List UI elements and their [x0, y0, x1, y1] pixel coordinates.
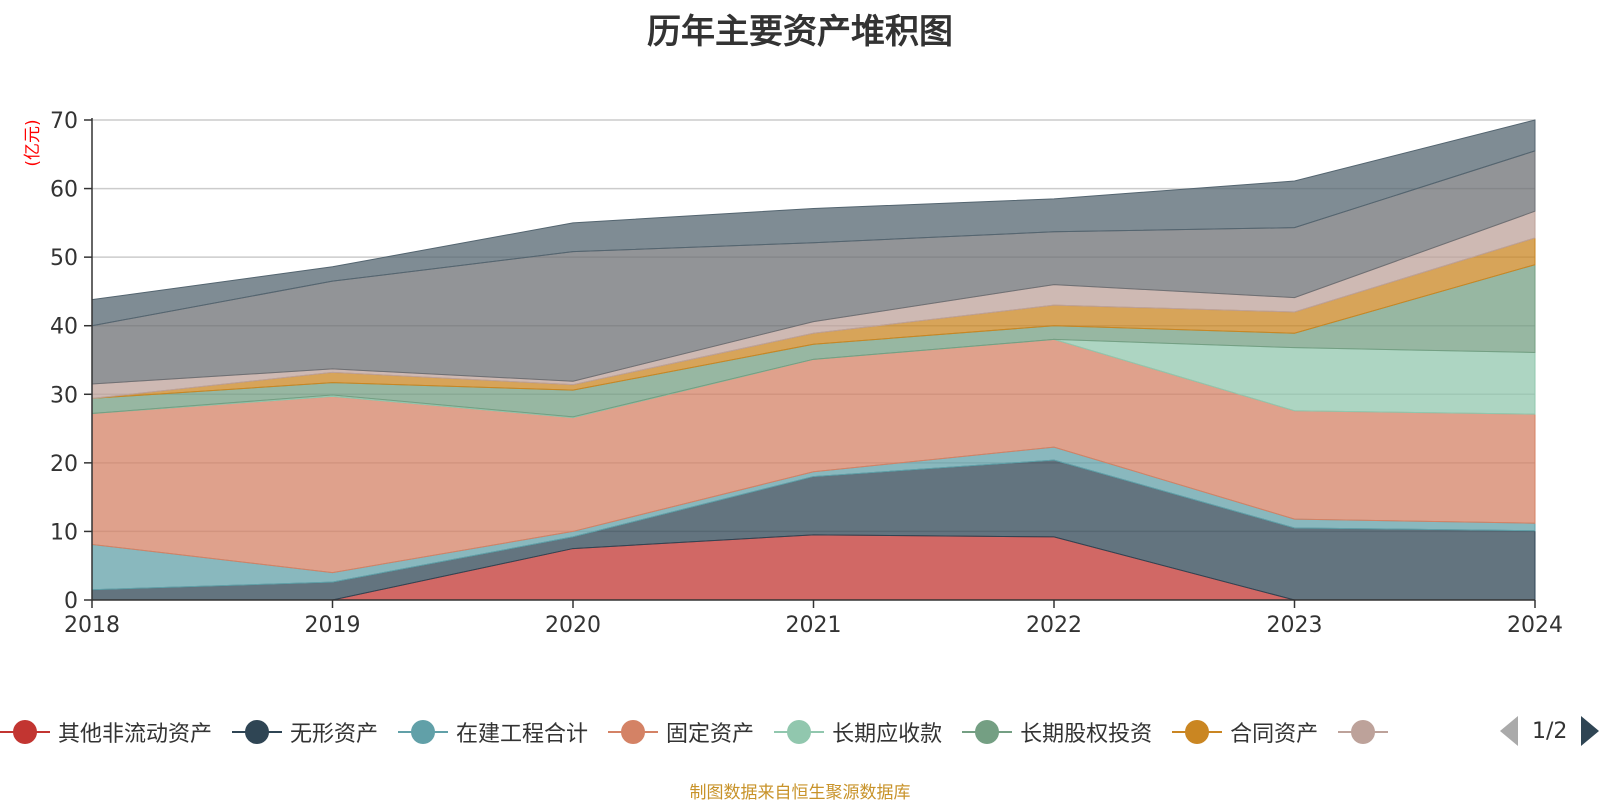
legend-item[interactable]: 无形资产: [232, 716, 378, 748]
area-series-layer: [91, 119, 1536, 601]
legend-item[interactable]: 固定资产: [608, 716, 754, 748]
legend-label: 长期股权投资: [1020, 722, 1153, 747]
legend-marker-icon: [1172, 720, 1223, 744]
legend-item[interactable]: [1338, 720, 1396, 744]
y-tick-label: 60: [50, 178, 78, 203]
legend-label: 固定资产: [666, 722, 755, 747]
legend-marker-icon: [0, 720, 50, 744]
legend-next-page-icon[interactable]: [1581, 716, 1600, 746]
legend-item[interactable]: 长期股权投资: [962, 716, 1152, 748]
legend-pager: 1/2: [1500, 716, 1600, 746]
x-tick-label: 2024: [1507, 613, 1563, 638]
legend-marker-icon: [1338, 720, 1389, 744]
legend-item[interactable]: 其他非流动资产: [0, 716, 212, 748]
y-tick-label: 0: [64, 589, 78, 614]
x-tick-label: 2019: [305, 613, 361, 638]
legend: 其他非流动资产 无形资产 在建工程合计 固定资产 长期应收款 长期股权投资 合同资产: [0, 712, 1600, 752]
chart-title: 历年主要资产堆积图: [647, 12, 953, 52]
y-axis-unit-label: (亿元): [23, 119, 43, 166]
legend-prev-page-icon[interactable]: [1500, 716, 1518, 746]
legend-marker-icon: [608, 720, 659, 744]
y-tick-label: 40: [50, 315, 78, 340]
y-tick-label: 50: [50, 246, 78, 271]
legend-label: 其他非流动资产: [58, 722, 213, 747]
legend-label: 在建工程合计: [456, 722, 589, 747]
y-tick-label: 30: [50, 383, 78, 408]
legend-label: 合同资产: [1230, 722, 1319, 747]
x-tick-label: 2021: [786, 613, 842, 638]
x-tick-label: 2022: [1026, 613, 1082, 638]
legend-marker-icon: [232, 720, 283, 744]
legend-label: 无形资产: [290, 722, 379, 747]
legend-marker-icon: [962, 720, 1013, 744]
legend-item[interactable]: 长期应收款: [774, 716, 942, 748]
area-series-10[interactable]: [91, 119, 1536, 327]
y-tick-label: 70: [50, 109, 78, 134]
legend-item[interactable]: 合同资产: [1172, 716, 1318, 748]
axes: 0 10 20 30 40 50 60 70 2018 2019 2020 2021 2022 2023 2…: [50, 109, 1563, 638]
legend-item[interactable]: 在建工程合计: [398, 716, 588, 748]
legend-marker-icon: [398, 720, 449, 744]
legend-page-indicator: 1/2: [1532, 718, 1568, 744]
x-tick-label: 2023: [1267, 613, 1323, 638]
data-source-note: 制图数据来自恒生聚源数据库: [689, 783, 911, 803]
x-tick-label: 2020: [545, 613, 601, 638]
legend-label: 长期应收款: [832, 722, 943, 747]
legend-marker-icon: [774, 720, 825, 744]
y-tick-label: 10: [50, 520, 78, 545]
x-tick-label: 2018: [64, 613, 120, 638]
y-tick-label: 20: [50, 452, 78, 477]
